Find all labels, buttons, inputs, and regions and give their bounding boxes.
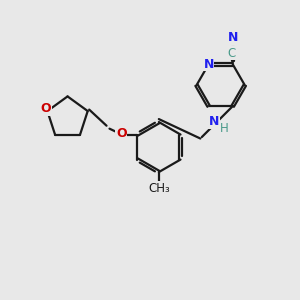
Text: O: O <box>116 128 127 140</box>
Text: CH₃: CH₃ <box>148 182 170 195</box>
Text: H: H <box>220 122 228 135</box>
Text: N: N <box>209 115 219 128</box>
Text: N: N <box>228 31 238 44</box>
Text: N: N <box>203 58 214 71</box>
Text: C: C <box>227 46 236 60</box>
Text: O: O <box>40 102 51 115</box>
